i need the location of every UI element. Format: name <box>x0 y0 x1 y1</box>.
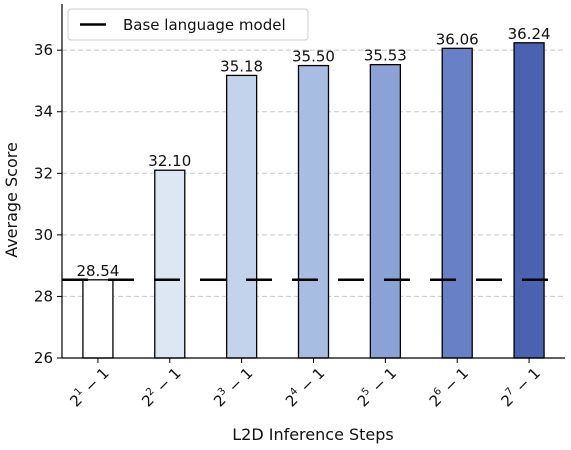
y-tick-label-34: 34 <box>34 103 53 121</box>
value-label-2: 32.10 <box>148 152 191 170</box>
bar-5 <box>369 63 402 359</box>
value-label-7: 36.24 <box>508 25 551 43</box>
x-ticks: 21 − 1 22 − 1 23 − 1 24 − 1 25 − 1 26 − 1 27 −… <box>66 358 544 410</box>
x-tick-label-5: 25 − 1 <box>353 363 400 410</box>
legend-entry-base-language-model: Base language model <box>123 16 286 34</box>
y-tick-label-28: 28 <box>34 287 53 305</box>
y-ticks: 26 28 30 32 34 36 <box>34 41 62 367</box>
value-label-6: 36.06 <box>436 30 479 48</box>
y-tick-label-26: 26 <box>34 349 53 367</box>
x-axis-label: L2D Inference Steps <box>232 425 394 444</box>
bar-7 <box>513 42 545 359</box>
bar-1 <box>82 279 114 359</box>
y-axis-label: Average Score <box>2 142 21 258</box>
x-tick-label-3: 23 − 1 <box>209 363 256 410</box>
legend: Base language model <box>67 8 309 41</box>
bars <box>82 42 545 359</box>
y-tick-label-30: 30 <box>34 226 53 244</box>
value-label-5: 35.53 <box>364 47 407 65</box>
bar-3 <box>225 74 258 359</box>
x-tick-label-4: 24 − 1 <box>281 363 328 410</box>
x-tick-label-1: 21 − 1 <box>66 363 113 410</box>
y-tick-label-32: 32 <box>34 164 53 182</box>
legend-box <box>67 8 309 41</box>
bar-4 <box>297 64 330 359</box>
value-label-1: 28.54 <box>76 262 119 280</box>
value-labels: 28.54 32.10 35.18 35.50 35.53 36.06 36.24 <box>76 25 550 280</box>
x-tick-label-6: 26 − 1 <box>425 363 472 410</box>
value-label-4: 35.50 <box>292 48 335 66</box>
x-tick-label-7: 27 − 1 <box>497 363 544 410</box>
bar-2 <box>154 169 186 359</box>
x-tick-label-2: 22 − 1 <box>138 363 185 410</box>
bar-6 <box>441 47 473 359</box>
value-label-3: 35.18 <box>220 57 263 75</box>
y-tick-label-36: 36 <box>34 41 53 59</box>
